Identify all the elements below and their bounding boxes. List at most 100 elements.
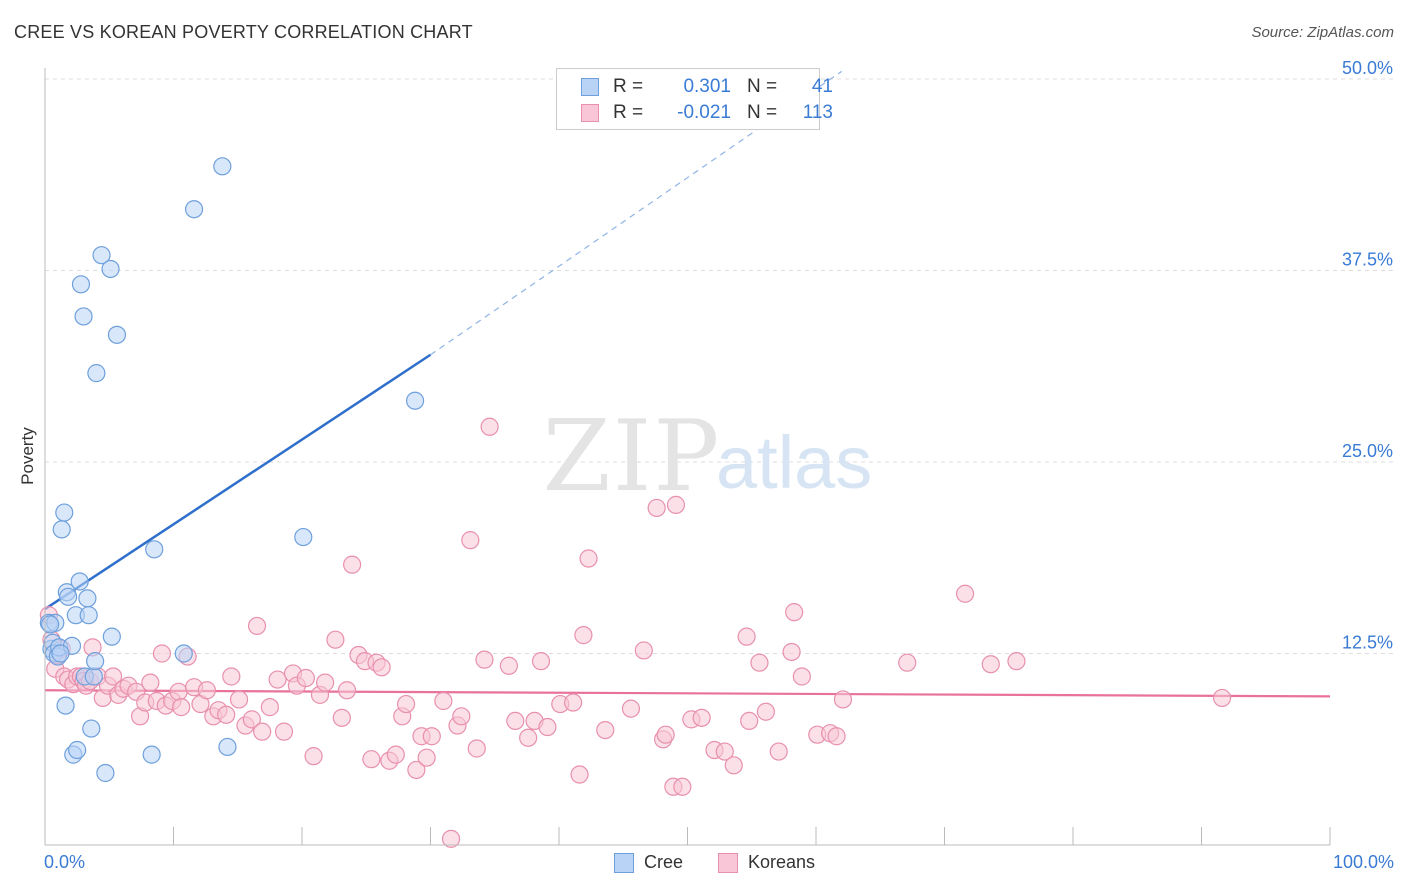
koreans-point: [715, 742, 734, 761]
koreans-point: [422, 727, 441, 746]
koreans-n-value: 113: [802, 102, 833, 123]
y-tick-label: 12.5%: [1342, 633, 1393, 653]
koreans-point: [1007, 652, 1026, 671]
koreans-point: [316, 673, 335, 692]
koreans-r-label: R =: [613, 102, 644, 123]
koreans-point: [386, 745, 405, 764]
cree-point: [79, 606, 98, 625]
cree-n-label: N =: [747, 76, 778, 97]
legend-row-cree: R = 0.301 N = 41: [581, 75, 833, 99]
cree-point: [96, 763, 115, 783]
cree-point: [82, 719, 101, 738]
cree-point: [68, 740, 87, 760]
cree-point: [213, 157, 232, 176]
y-tick-label: 37.5%: [1342, 250, 1393, 270]
y-tick-label: 25.0%: [1342, 441, 1393, 461]
cree-point: [145, 540, 164, 559]
y-tick-label: 50.0%: [1342, 58, 1393, 78]
koreans-point: [737, 627, 756, 646]
koreans-point: [827, 727, 846, 746]
cree-r-value: 0.301: [683, 76, 731, 97]
chart-title: CREE VS KOREAN POVERTY CORRELATION CHART: [14, 22, 473, 42]
koreans-point: [296, 668, 315, 688]
cree-point: [84, 667, 103, 686]
koreans-point: [467, 739, 486, 758]
koreans-point: [407, 760, 426, 780]
koreans-point: [332, 708, 351, 727]
cree-point: [142, 745, 161, 764]
koreans-point: [217, 705, 236, 724]
cree-point: [71, 275, 91, 294]
koreans-point: [169, 682, 188, 701]
legend-row-koreans: R = -0.021 N = 113: [581, 101, 833, 125]
cree-point: [184, 200, 204, 219]
cree-point: [56, 696, 75, 715]
cree-legend-swatch: [614, 852, 634, 873]
koreans-point: [152, 644, 172, 663]
koreans-point: [417, 748, 436, 767]
cree-trend-line: [44, 353, 432, 611]
koreans-point: [396, 694, 416, 714]
koreans-point: [229, 690, 249, 709]
koreans-point: [621, 699, 641, 718]
koreans-point: [981, 655, 1000, 674]
koreans-legend-swatch: [718, 852, 738, 873]
bottom-legend-koreans: Koreans: [718, 852, 815, 873]
cree-point: [59, 587, 78, 606]
koreans-point: [519, 728, 538, 747]
koreans-point: [564, 693, 583, 712]
koreans-point: [499, 656, 518, 675]
cree-point: [294, 527, 313, 547]
koreans-point: [452, 707, 471, 726]
cree-point: [101, 259, 120, 279]
koreans-point: [480, 417, 499, 436]
koreans-r-value: -0.021: [677, 102, 731, 123]
koreans-point: [692, 708, 711, 727]
source-label: Source: ZipAtlas.com: [1251, 24, 1394, 41]
cree-point: [92, 246, 111, 265]
bottom-legend-cree: Cree: [614, 852, 683, 873]
cree-legend-label: Cree: [644, 852, 684, 872]
koreans-point: [304, 747, 323, 766]
koreans-point: [461, 531, 480, 550]
koreans-point: [756, 702, 775, 721]
koreans-point: [955, 584, 975, 603]
koreans-point: [253, 722, 272, 741]
koreans-point: [104, 667, 123, 686]
watermark-zip: ZIP: [543, 400, 722, 514]
cree-point: [52, 520, 71, 539]
koreans-point: [750, 653, 769, 672]
koreans-trend-line: [44, 689, 1331, 698]
koreans-point: [475, 650, 494, 669]
cree-point: [78, 589, 97, 608]
koreans-point: [372, 658, 391, 677]
cree-point: [174, 644, 193, 663]
x-tick-label-max: 100.0%: [1332, 852, 1394, 872]
koreans-point: [724, 756, 743, 775]
koreans-point: [434, 691, 453, 711]
koreans-point: [197, 681, 217, 700]
koreans-point: [242, 710, 261, 729]
y-axis-label: Poverty: [18, 427, 37, 485]
koreans-point: [343, 555, 362, 574]
cree-point: [70, 572, 89, 591]
cree-point: [107, 325, 127, 344]
koreans-point: [666, 495, 686, 514]
koreans-point: [441, 829, 461, 848]
koreans-point: [785, 603, 804, 622]
watermark-atlas: atlas: [716, 421, 872, 504]
koreans-point: [531, 652, 551, 671]
koreans-point: [337, 681, 357, 700]
koreans-point: [579, 549, 598, 568]
cree-swatch: [581, 78, 599, 96]
koreans-legend-label: Koreans: [748, 852, 816, 872]
koreans-point: [172, 698, 191, 717]
koreans-point: [673, 777, 692, 796]
koreans-point: [898, 653, 917, 672]
koreans-point: [647, 498, 666, 518]
koreans-point: [362, 750, 381, 769]
x-tick-label-min: 0.0%: [44, 852, 86, 872]
correlation-legend: R = 0.301 N = 41 R = -0.021 N = 113: [556, 68, 833, 130]
cree-point: [218, 737, 237, 757]
koreans-point: [570, 765, 589, 784]
